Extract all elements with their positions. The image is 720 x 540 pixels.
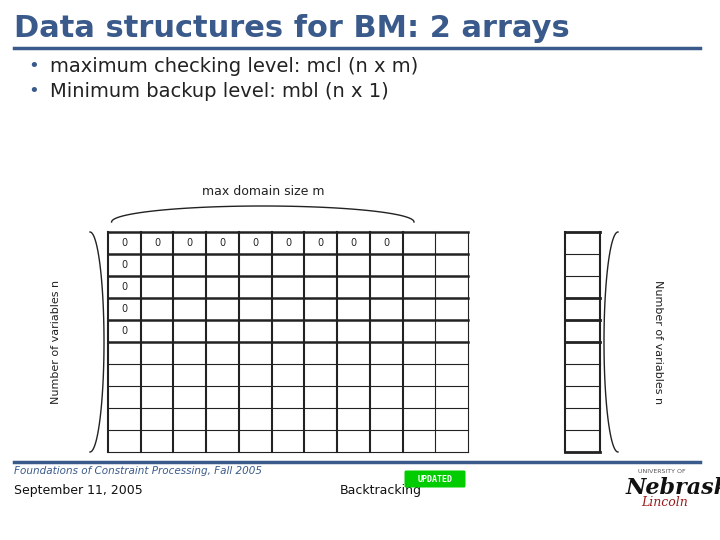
Text: 0: 0 [351, 238, 356, 248]
FancyBboxPatch shape [405, 470, 466, 488]
Text: 0: 0 [121, 304, 127, 314]
Text: Lincoln: Lincoln [642, 496, 688, 509]
Text: 0: 0 [285, 238, 291, 248]
Text: 0: 0 [220, 238, 225, 248]
Text: Number of variables n: Number of variables n [653, 280, 663, 404]
Text: 0: 0 [121, 238, 127, 248]
Text: 0: 0 [154, 238, 160, 248]
Text: •: • [28, 82, 39, 100]
Text: UPDATED: UPDATED [418, 475, 452, 483]
Text: Data structures for BM: 2 arrays: Data structures for BM: 2 arrays [14, 14, 570, 43]
Text: 0: 0 [318, 238, 324, 248]
Text: Backtracking: Backtracking [340, 484, 422, 497]
Text: maximum checking level: mcl (n x m): maximum checking level: mcl (n x m) [50, 57, 418, 76]
Text: Minimum backup level: mbl (n x 1): Minimum backup level: mbl (n x 1) [50, 82, 389, 101]
Text: 0: 0 [383, 238, 390, 248]
Text: 0: 0 [186, 238, 193, 248]
Text: 0: 0 [121, 282, 127, 292]
Text: 0: 0 [121, 326, 127, 336]
Text: max domain size m: max domain size m [202, 185, 324, 198]
Text: 0: 0 [121, 260, 127, 270]
Text: September 11, 2005: September 11, 2005 [14, 484, 143, 497]
Text: Number of variables n: Number of variables n [51, 280, 61, 404]
Text: Nebraska: Nebraska [626, 477, 720, 499]
Text: Foundations of Constraint Processing, Fall 2005: Foundations of Constraint Processing, Fa… [14, 466, 262, 476]
Text: •: • [28, 57, 39, 75]
Text: UNIVERSITY OF: UNIVERSITY OF [638, 469, 685, 474]
Text: 0: 0 [252, 238, 258, 248]
